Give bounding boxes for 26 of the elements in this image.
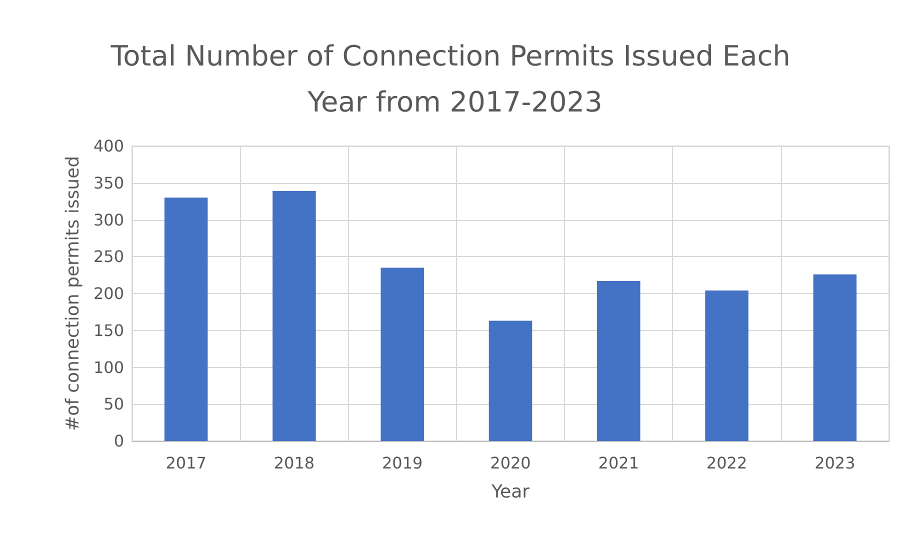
x-tick-label: 2019 <box>382 454 423 472</box>
x-tick-label: 2022 <box>706 454 748 472</box>
y-tick-label: 100 <box>93 358 124 377</box>
y-axis-title: #of connection permits issued <box>62 156 84 431</box>
bar <box>813 274 857 441</box>
bar <box>164 198 208 441</box>
x-tick-label: 2021 <box>598 454 639 472</box>
bar <box>597 280 640 441</box>
bar <box>272 190 316 441</box>
x-tick-label: 2017 <box>166 454 206 472</box>
chart-title: Total Number of Connection Permits Issued Each Year from 2017-2023 <box>110 40 800 118</box>
x-tick-label: 2020 <box>490 454 531 472</box>
bar <box>488 320 532 441</box>
y-tick-label: 350 <box>93 173 124 192</box>
bar <box>705 290 748 441</box>
y-tick-label: 200 <box>93 284 124 303</box>
x-axis-title: Year <box>490 482 530 502</box>
y-tick-label: 0 <box>114 432 124 450</box>
x-tick-label: 2023 <box>814 454 856 472</box>
y-tick-label: 150 <box>93 320 124 340</box>
y-tick-label: 250 <box>93 247 124 266</box>
x-tick-label: 2018 <box>274 454 315 472</box>
bar <box>380 268 424 441</box>
y-tick-label: 50 <box>104 394 124 414</box>
y-tick-label: 300 <box>93 210 124 230</box>
y-tick-label: 400 <box>93 136 124 156</box>
